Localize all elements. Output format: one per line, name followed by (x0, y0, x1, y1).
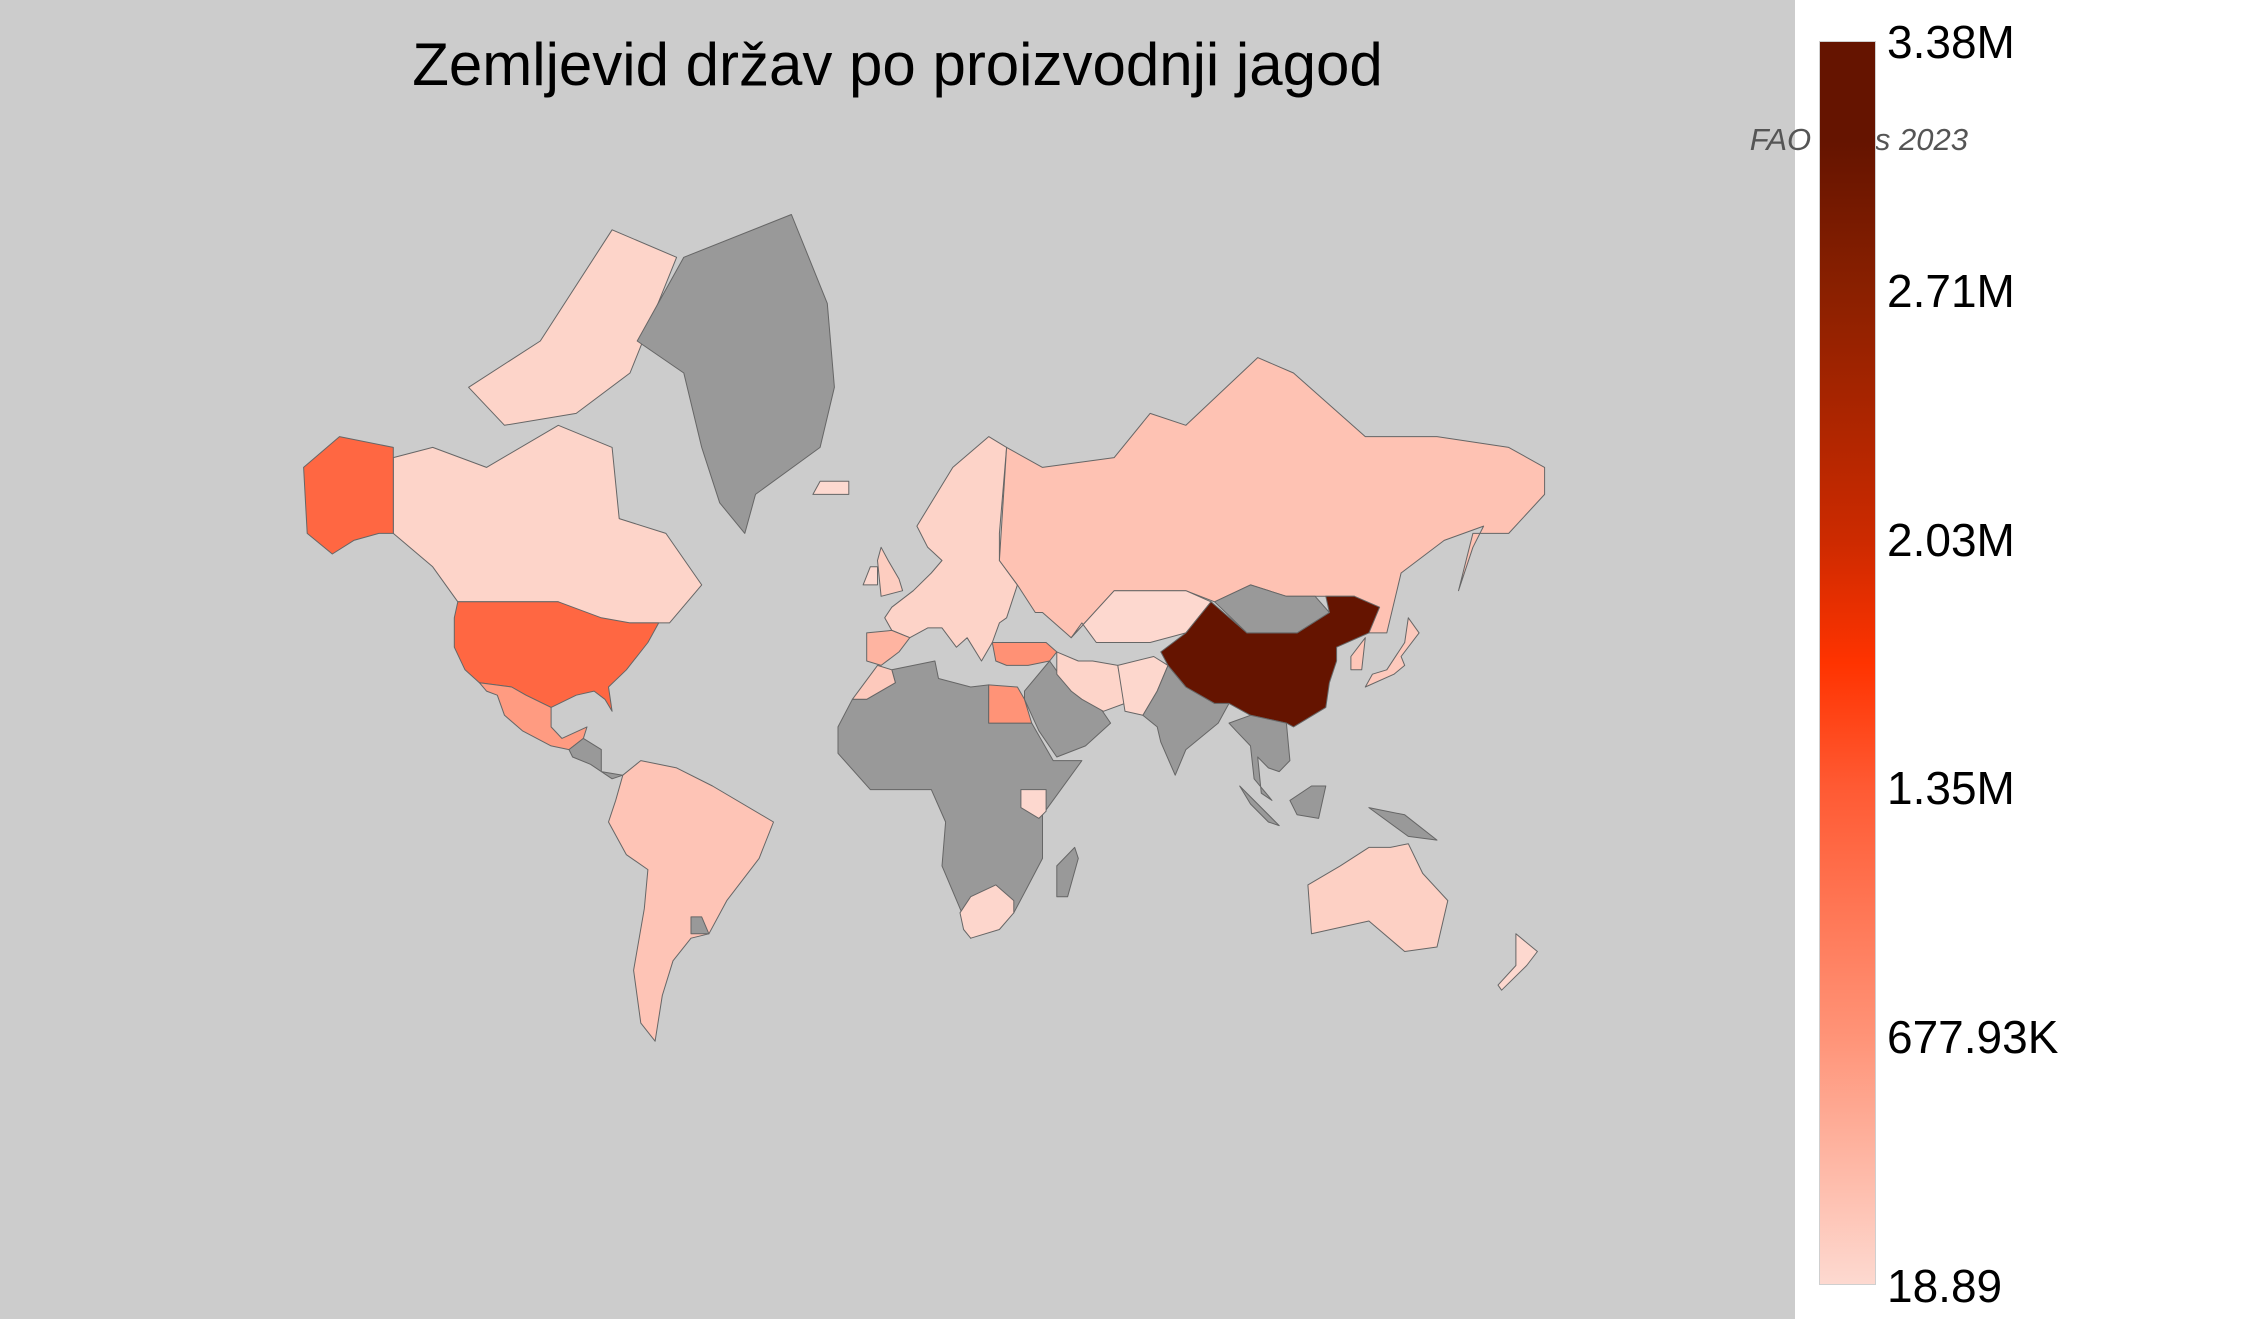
country-southeast-asia[interactable] (1228, 714, 1291, 801)
country-alaska[interactable] (303, 436, 394, 555)
country-united-states[interactable] (453, 601, 660, 712)
country-uruguay[interactable] (690, 916, 710, 935)
country-new-zealand[interactable] (1497, 933, 1538, 991)
colorbar-tick-label: 1.35M (1887, 762, 2015, 815)
country-morocco[interactable] (851, 664, 896, 700)
country-iceland[interactable] (812, 480, 850, 495)
map-title: Zemljevid držav po proizvodnji jagod (412, 31, 1383, 98)
country-new-guinea[interactable] (1368, 807, 1438, 841)
country-canada[interactable] (392, 424, 703, 639)
country-borneo[interactable] (1289, 785, 1327, 819)
country-greenland[interactable] (636, 214, 835, 534)
world-map (303, 214, 1546, 1042)
map-background (0, 0, 1795, 1319)
colorbar-tick-label: 2.03M (1887, 513, 2015, 566)
country-india[interactable] (1142, 664, 1230, 776)
colorbar-tick-label: 3.38M (1887, 16, 2015, 68)
country-turkey[interactable] (991, 642, 1058, 666)
country-iran[interactable] (1056, 651, 1126, 712)
country-spain[interactable] (866, 629, 911, 666)
country-egypt[interactable] (988, 684, 1033, 724)
country-south-america[interactable] (608, 760, 774, 1042)
country-madagascar[interactable] (1056, 846, 1079, 898)
colorbar (1819, 41, 1876, 1285)
country-europe-other-[interactable] (884, 436, 1018, 662)
country-south-africa[interactable] (959, 884, 1015, 939)
country-australia[interactable] (1307, 843, 1449, 952)
colorbar-tick-label: 2.71M (1887, 264, 2015, 317)
colorbar-tick-label: 677.93K (1887, 1011, 2059, 1064)
country-kenya[interactable] (1020, 789, 1047, 819)
country-mongolia[interactable] (1214, 584, 1330, 634)
country-sumatra[interactable] (1239, 785, 1280, 827)
country-japan[interactable] (1364, 617, 1420, 688)
country-united-kingdom[interactable] (877, 546, 904, 597)
country-central-america[interactable] (568, 737, 624, 780)
country-south-korea[interactable] (1350, 637, 1366, 671)
colorbar-tick-label: 18.89 (1887, 1260, 2003, 1312)
country-ireland[interactable] (862, 566, 878, 586)
